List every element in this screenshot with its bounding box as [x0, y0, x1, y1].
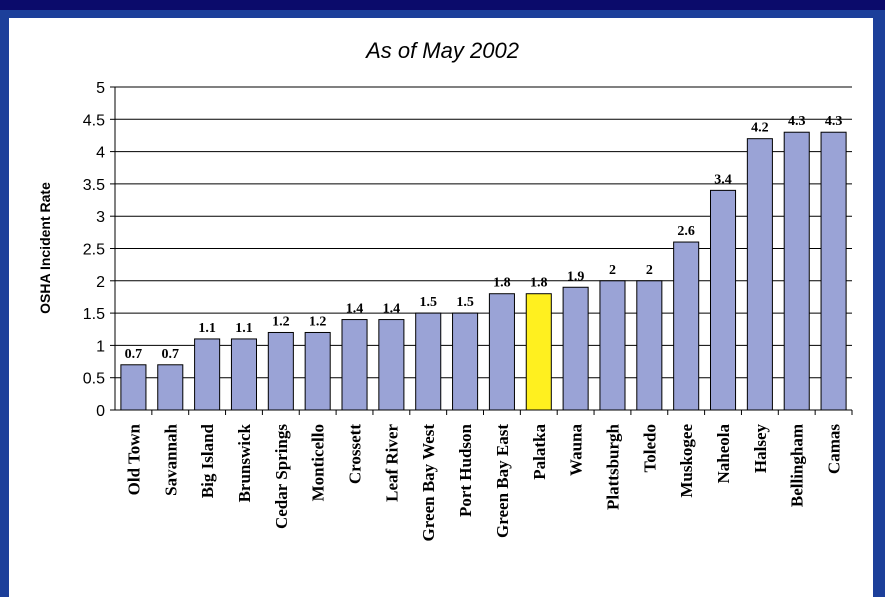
value-label: 1.2: [272, 314, 290, 329]
y-tick-label: 1: [96, 338, 105, 355]
x-tick-label: Cedar Springs: [272, 424, 291, 529]
value-label: 3.4: [714, 172, 732, 187]
x-tick-label: Wauna: [567, 424, 586, 476]
value-labels: 0.7 0.7 1.1 1.1 1.2 1.2 1.4 1.4 1.5 1.5 1.8 1.8 1.9 2…: [125, 114, 843, 362]
bar-halsey: [746, 138, 773, 411]
y-tick-label: 4.5: [83, 112, 105, 129]
x-tick-label: Plattsburgh: [603, 423, 622, 510]
y-tick-label: 0: [96, 403, 105, 420]
x-tick-label: Halsey: [751, 424, 770, 474]
x-tick-label: Big Island: [198, 423, 217, 498]
bar-monticello: [304, 331, 331, 411]
y-tick-label: 3: [96, 209, 105, 226]
bar-toledo: [636, 280, 663, 411]
bar-green-bay-east: [488, 293, 515, 411]
value-label: 4.3: [825, 114, 843, 129]
bar-savannah: [157, 364, 184, 411]
value-label: 1.8: [493, 276, 511, 291]
bar-big-island: [194, 338, 221, 411]
bars: [120, 131, 847, 411]
value-label: 4.2: [751, 121, 769, 136]
y-tick-label: 2: [96, 274, 105, 291]
value-label: 1.5: [456, 295, 474, 310]
value-label: 1.8: [530, 276, 548, 291]
value-label: 1.9: [567, 269, 585, 284]
x-tick-label: Toledo: [640, 424, 659, 473]
grid-lines: [115, 86, 852, 379]
bar-old-town: [120, 364, 147, 411]
value-label: 4.3: [788, 114, 806, 129]
value-label: 1.2: [309, 314, 327, 329]
y-tick-label: 2.5: [83, 242, 105, 259]
x-tick-label: Camas: [825, 424, 844, 474]
value-label: 1.4: [346, 302, 364, 317]
value-label: 0.7: [162, 347, 180, 362]
bar-green-bay-west: [415, 312, 442, 411]
bar-leaf-river: [378, 319, 405, 411]
top-band: [0, 0, 885, 10]
bar-naheola: [709, 189, 737, 411]
bar-brunswick: [230, 338, 258, 411]
y-tick-label: 1.5: [83, 306, 105, 323]
bar-bellingham: [783, 131, 810, 411]
x-tick-label: Port Hudson: [456, 423, 475, 517]
y-tick-label: 0.5: [83, 371, 105, 388]
x-tick-label: Palatka: [530, 424, 549, 480]
x-tick-label: Bellingham: [788, 424, 807, 507]
value-label: 2: [646, 263, 653, 278]
value-label: 1.5: [419, 295, 437, 310]
x-tick-label: Green Bay East: [493, 424, 512, 538]
chart-title: As of May 2002: [366, 38, 519, 63]
x-tick-label: Monticello: [309, 424, 328, 501]
value-label: 1.4: [383, 302, 401, 317]
x-tick-label: Crossett: [346, 424, 365, 484]
bar-plattsburgh: [599, 280, 626, 411]
x-tick-label: Savannah: [161, 423, 180, 495]
x-tick-label: Brunswick: [235, 423, 254, 502]
bar-port-hudson: [452, 312, 479, 411]
x-tick-label: Green Bay West: [419, 424, 438, 542]
y-tick-label: 5: [96, 80, 105, 97]
x-tick-label: Old Town: [124, 423, 143, 495]
value-label: 1.1: [235, 321, 253, 336]
y-tick-label: 4: [96, 145, 105, 162]
y-tick-label: 3.5: [83, 177, 105, 194]
x-tick-label: Leaf River: [382, 424, 401, 502]
x-tick-label: Naheola: [714, 424, 733, 484]
y-axis: 0 0.5 1 1.5 2 2.5 3 3.5 4 4.5 5: [83, 80, 852, 420]
y-axis-label: OSHA Incident Rate: [37, 182, 53, 314]
value-label: 2.6: [677, 224, 695, 239]
value-label: 0.7: [125, 347, 143, 362]
bar-cedar-springs: [267, 331, 294, 411]
value-label: 2: [609, 263, 616, 278]
value-label: 1.1: [198, 321, 216, 336]
bar-camas: [820, 131, 847, 411]
bar-crossett: [341, 319, 368, 411]
bar-muskogee: [673, 241, 700, 411]
bar-palatka: [525, 293, 552, 411]
x-tick-labels: Old Town Savannah Big Island Brunswick Cedar…: [124, 410, 853, 542]
bar-wauna: [562, 286, 589, 411]
x-tick-label: Muskogee: [677, 424, 696, 498]
